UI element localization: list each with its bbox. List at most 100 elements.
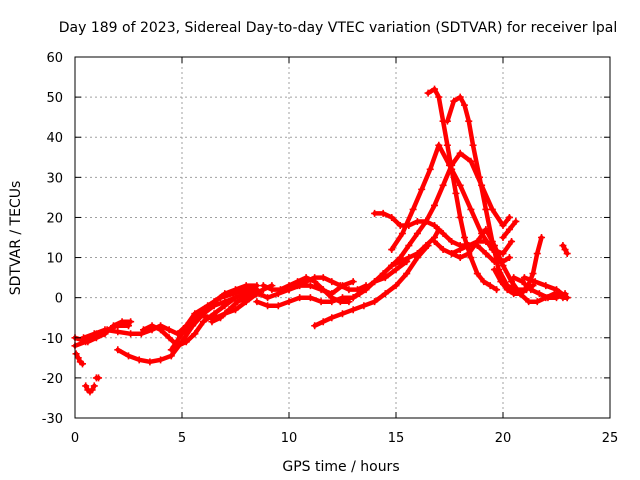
data-point (553, 286, 560, 294)
data-point (413, 250, 421, 258)
data-point (499, 258, 507, 266)
data-point (199, 306, 207, 314)
data-point (538, 234, 546, 241)
data-point (125, 352, 132, 360)
data-point (127, 330, 135, 338)
y-tick-label: 20 (46, 211, 63, 226)
data-point (379, 209, 387, 217)
data-point (165, 326, 173, 334)
data-point (95, 374, 103, 382)
plot-frame (74, 56, 611, 419)
data-point (413, 229, 421, 237)
data-point (306, 282, 314, 290)
data-point (482, 205, 490, 213)
data-point (221, 290, 229, 298)
y-tick-label: 30 (46, 171, 63, 186)
data-point (480, 278, 488, 286)
data-point (563, 250, 571, 258)
y-tick-label: -20 (42, 372, 63, 387)
data-point (527, 286, 535, 294)
data-point (405, 242, 413, 250)
data-point (242, 294, 250, 302)
data-point (210, 298, 218, 306)
data-point (253, 282, 261, 290)
data-point (182, 338, 190, 346)
series-s23 (499, 217, 520, 241)
y-axis-title: SDTVAR / TECUs (8, 181, 24, 296)
data-point (493, 286, 501, 294)
data-point (490, 242, 498, 250)
data-point (276, 286, 284, 294)
x-tick-label: 25 (602, 431, 619, 446)
data-point (392, 282, 400, 290)
data-point (268, 286, 276, 294)
data-point (137, 330, 145, 338)
data-point (328, 294, 336, 302)
data-point (426, 165, 434, 173)
data-point (456, 181, 464, 189)
data-point (82, 382, 90, 390)
data-point (512, 217, 520, 225)
data-point (448, 165, 456, 173)
data-point (371, 298, 379, 306)
data-point (294, 282, 302, 290)
y-tick-label: -30 (42, 412, 63, 427)
data-point (371, 209, 379, 217)
data-point (542, 282, 550, 290)
data-point (221, 302, 229, 310)
data-point (234, 298, 242, 306)
data-point (80, 334, 88, 342)
data-point (388, 213, 396, 221)
data-point (497, 278, 505, 286)
series-s28 (92, 374, 103, 382)
data-point (225, 306, 233, 314)
data-point (559, 242, 567, 250)
data-point (503, 286, 511, 294)
data-point (469, 141, 477, 149)
data-point (460, 234, 468, 241)
data-point (127, 318, 135, 326)
data-point (488, 205, 496, 213)
data-point (418, 185, 426, 193)
data-point (439, 181, 447, 189)
data-point (339, 310, 346, 318)
data-point (319, 274, 327, 282)
data-point (518, 278, 526, 286)
data-point (148, 322, 156, 330)
data-point (349, 306, 357, 314)
data-point (439, 246, 447, 254)
series-s8 (208, 282, 276, 326)
data-point (139, 326, 147, 334)
grid-lines (75, 57, 610, 418)
data-point (195, 310, 203, 318)
data-point (465, 242, 473, 250)
data-point (499, 221, 507, 229)
data-point (422, 242, 430, 250)
series-line (256, 279, 356, 300)
data-point (356, 290, 364, 298)
data-point (452, 189, 460, 197)
data-point (505, 254, 513, 262)
x-axis-title: GPS time / hours (282, 459, 399, 475)
x-tick-label: 5 (178, 431, 186, 446)
data-point (232, 306, 239, 314)
data-point (336, 282, 344, 290)
data-point (328, 314, 336, 322)
data-point (381, 290, 389, 298)
data-point (232, 294, 239, 302)
data-point (467, 157, 475, 165)
data-point (379, 270, 387, 278)
data-point (405, 221, 413, 229)
data-point (255, 290, 263, 298)
data-point (285, 298, 293, 306)
series-s12 (285, 274, 370, 294)
series-s29 (559, 242, 571, 258)
data-point (82, 338, 90, 346)
data-point (448, 250, 456, 258)
series-s18 (424, 85, 501, 294)
series-s11 (259, 274, 353, 306)
series-s27 (82, 382, 98, 396)
data-point (74, 354, 82, 362)
data-point (90, 330, 98, 338)
series-s22 (490, 234, 546, 298)
